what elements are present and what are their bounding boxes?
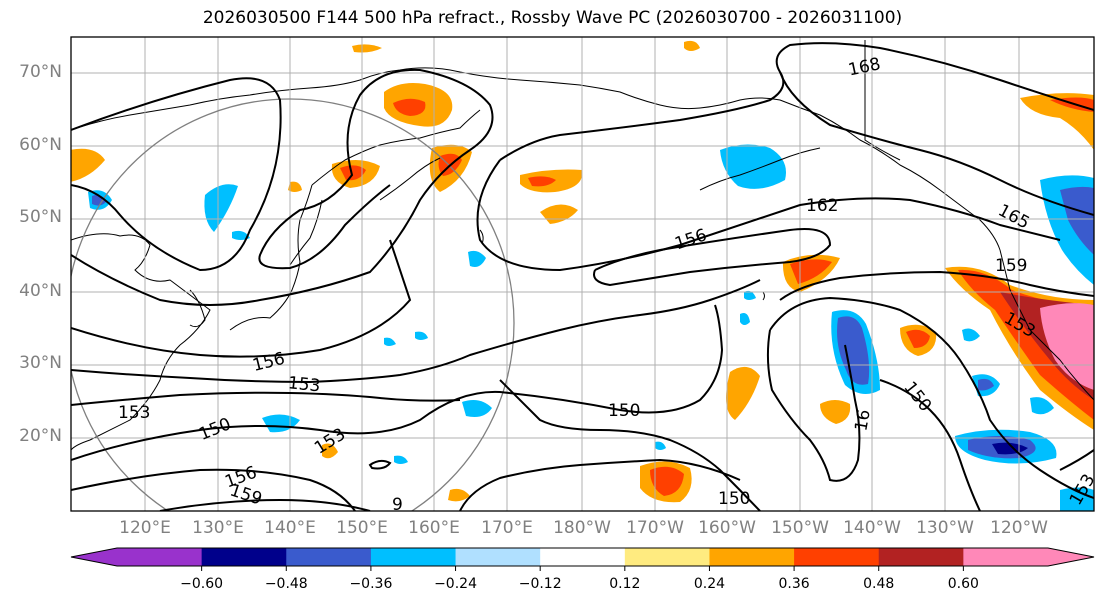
- lat-label-60: 60°N: [19, 135, 62, 155]
- colorbar-bin: [709, 548, 795, 566]
- positive-anomaly-patch: [322, 443, 338, 459]
- colorbar-bin: [370, 548, 457, 566]
- lon-label-150w: 150°W: [771, 518, 829, 538]
- colorbar-tick-label: −0.24: [434, 576, 477, 592]
- contour-label: 159: [995, 256, 1027, 276]
- lat-label-40: 40°N: [19, 281, 62, 301]
- negative-anomaly-patch: [720, 144, 786, 189]
- positive-anomaly-patch: [820, 400, 851, 424]
- negative-anomaly-core: [1060, 186, 1094, 255]
- positive-anomaly-core: [528, 176, 556, 187]
- contour-label: 153: [287, 373, 321, 396]
- colorbar-bin: [794, 548, 880, 566]
- lat-label-50: 50°N: [19, 207, 62, 227]
- negative-anomaly-patch: [232, 230, 250, 240]
- colorbar-bin: [540, 548, 626, 566]
- lon-label-150e: 150°E: [336, 518, 388, 538]
- positive-anomaly-patch: [352, 44, 382, 53]
- negative-anomaly-patch: [1030, 397, 1054, 415]
- negative-anomaly-patch: [740, 313, 750, 325]
- negative-anomaly-patch: [394, 455, 408, 464]
- negative-anomaly-patch: [962, 328, 980, 342]
- lon-label-160w: 160°W: [698, 518, 756, 538]
- map-title: 2026030500 F144 500 hPa refract., Rossby…: [202, 8, 903, 28]
- colorbar-bin: [455, 548, 541, 566]
- map-frame: [70, 36, 1095, 512]
- colorbar-tick-label: 0.48: [863, 576, 895, 592]
- colorbar-extend-min: [71, 548, 117, 566]
- contour-label: 9: [392, 495, 403, 515]
- contour-label: 162: [806, 196, 838, 216]
- lon-label-120w: 120°W: [990, 518, 1048, 538]
- colorbar-tick-label: 0.12: [609, 576, 641, 592]
- positive-anomaly-core: [393, 98, 426, 116]
- negative-anomaly-patch: [655, 441, 666, 450]
- positive-anomaly-patch: [288, 181, 302, 192]
- colorbar-tick-label: −0.36: [349, 576, 393, 592]
- lat-lon-grid: [71, 37, 1094, 511]
- positive-anomaly-extreme: [1040, 303, 1094, 390]
- colorbar-bin: [286, 548, 372, 566]
- lat-label-70: 70°N: [19, 62, 62, 82]
- coastlines: [71, 40, 1094, 451]
- lon-label-130w: 130°W: [916, 518, 974, 538]
- positive-anomaly-core: [650, 466, 684, 496]
- positive-anomaly-patch: [726, 366, 760, 420]
- colorbar-outline: [70, 547, 1095, 567]
- colorbar-extend-max: [1048, 548, 1094, 566]
- colorbar-tick-label: 0.24: [693, 576, 726, 592]
- height-contours: [71, 42, 1094, 511]
- lon-label-170w: 170°W: [626, 518, 684, 538]
- negative-anomaly-patch: [204, 184, 238, 232]
- lon-label-120e: 120°E: [119, 518, 171, 538]
- positive-anomaly-patch: [684, 40, 700, 51]
- colorbar-bin: [624, 548, 710, 566]
- colorbar-bin: [117, 548, 203, 566]
- positive-anomaly-core: [340, 165, 366, 181]
- negative-anomaly-core: [837, 316, 870, 385]
- colorbar-bin: [201, 548, 287, 566]
- negative-anomaly-patch: [462, 400, 492, 417]
- reference-circle: [71, 98, 515, 511]
- lon-label-140e: 140°E: [264, 518, 316, 538]
- colorbar-tick-label: 0.60: [947, 576, 979, 592]
- contour-label: 150: [718, 489, 750, 509]
- colorbar-bin: [963, 548, 1049, 566]
- colorbar-tick-label: −0.12: [518, 576, 562, 592]
- negative-anomaly-patch: [384, 337, 396, 346]
- lat-label-30: 30°N: [19, 353, 62, 373]
- negative-anomaly-patch: [744, 290, 756, 300]
- lon-label-160e: 160°E: [408, 518, 460, 538]
- negative-anomaly-patch: [1060, 487, 1094, 511]
- colorbar-bin: [878, 548, 964, 566]
- colorbar-tick-label: 0.36: [778, 576, 810, 592]
- lon-label-130e: 130°E: [192, 518, 244, 538]
- positive-anomaly-core: [1050, 97, 1094, 112]
- refractivity-shading: [71, 40, 1094, 511]
- lon-label-170e: 170°E: [481, 518, 533, 538]
- contour-label: 153: [118, 403, 150, 423]
- negative-anomaly-patch: [468, 250, 486, 267]
- colorbar-tick-label: −0.60: [180, 576, 224, 592]
- contour-label: 150: [608, 401, 640, 421]
- colorbar-tick-label: −0.48: [264, 576, 308, 592]
- contour-label: 16: [851, 408, 874, 433]
- lon-label-180w: 180°W: [553, 518, 611, 538]
- lat-label-20: 20°N: [19, 426, 62, 446]
- positive-anomaly-patch: [71, 148, 105, 182]
- negative-anomaly-patch: [415, 331, 428, 340]
- negative-anomaly-core: [978, 378, 994, 391]
- positive-anomaly-patch: [448, 488, 470, 502]
- positive-anomaly-core: [906, 329, 930, 348]
- lon-label-140w: 140°W: [843, 518, 901, 538]
